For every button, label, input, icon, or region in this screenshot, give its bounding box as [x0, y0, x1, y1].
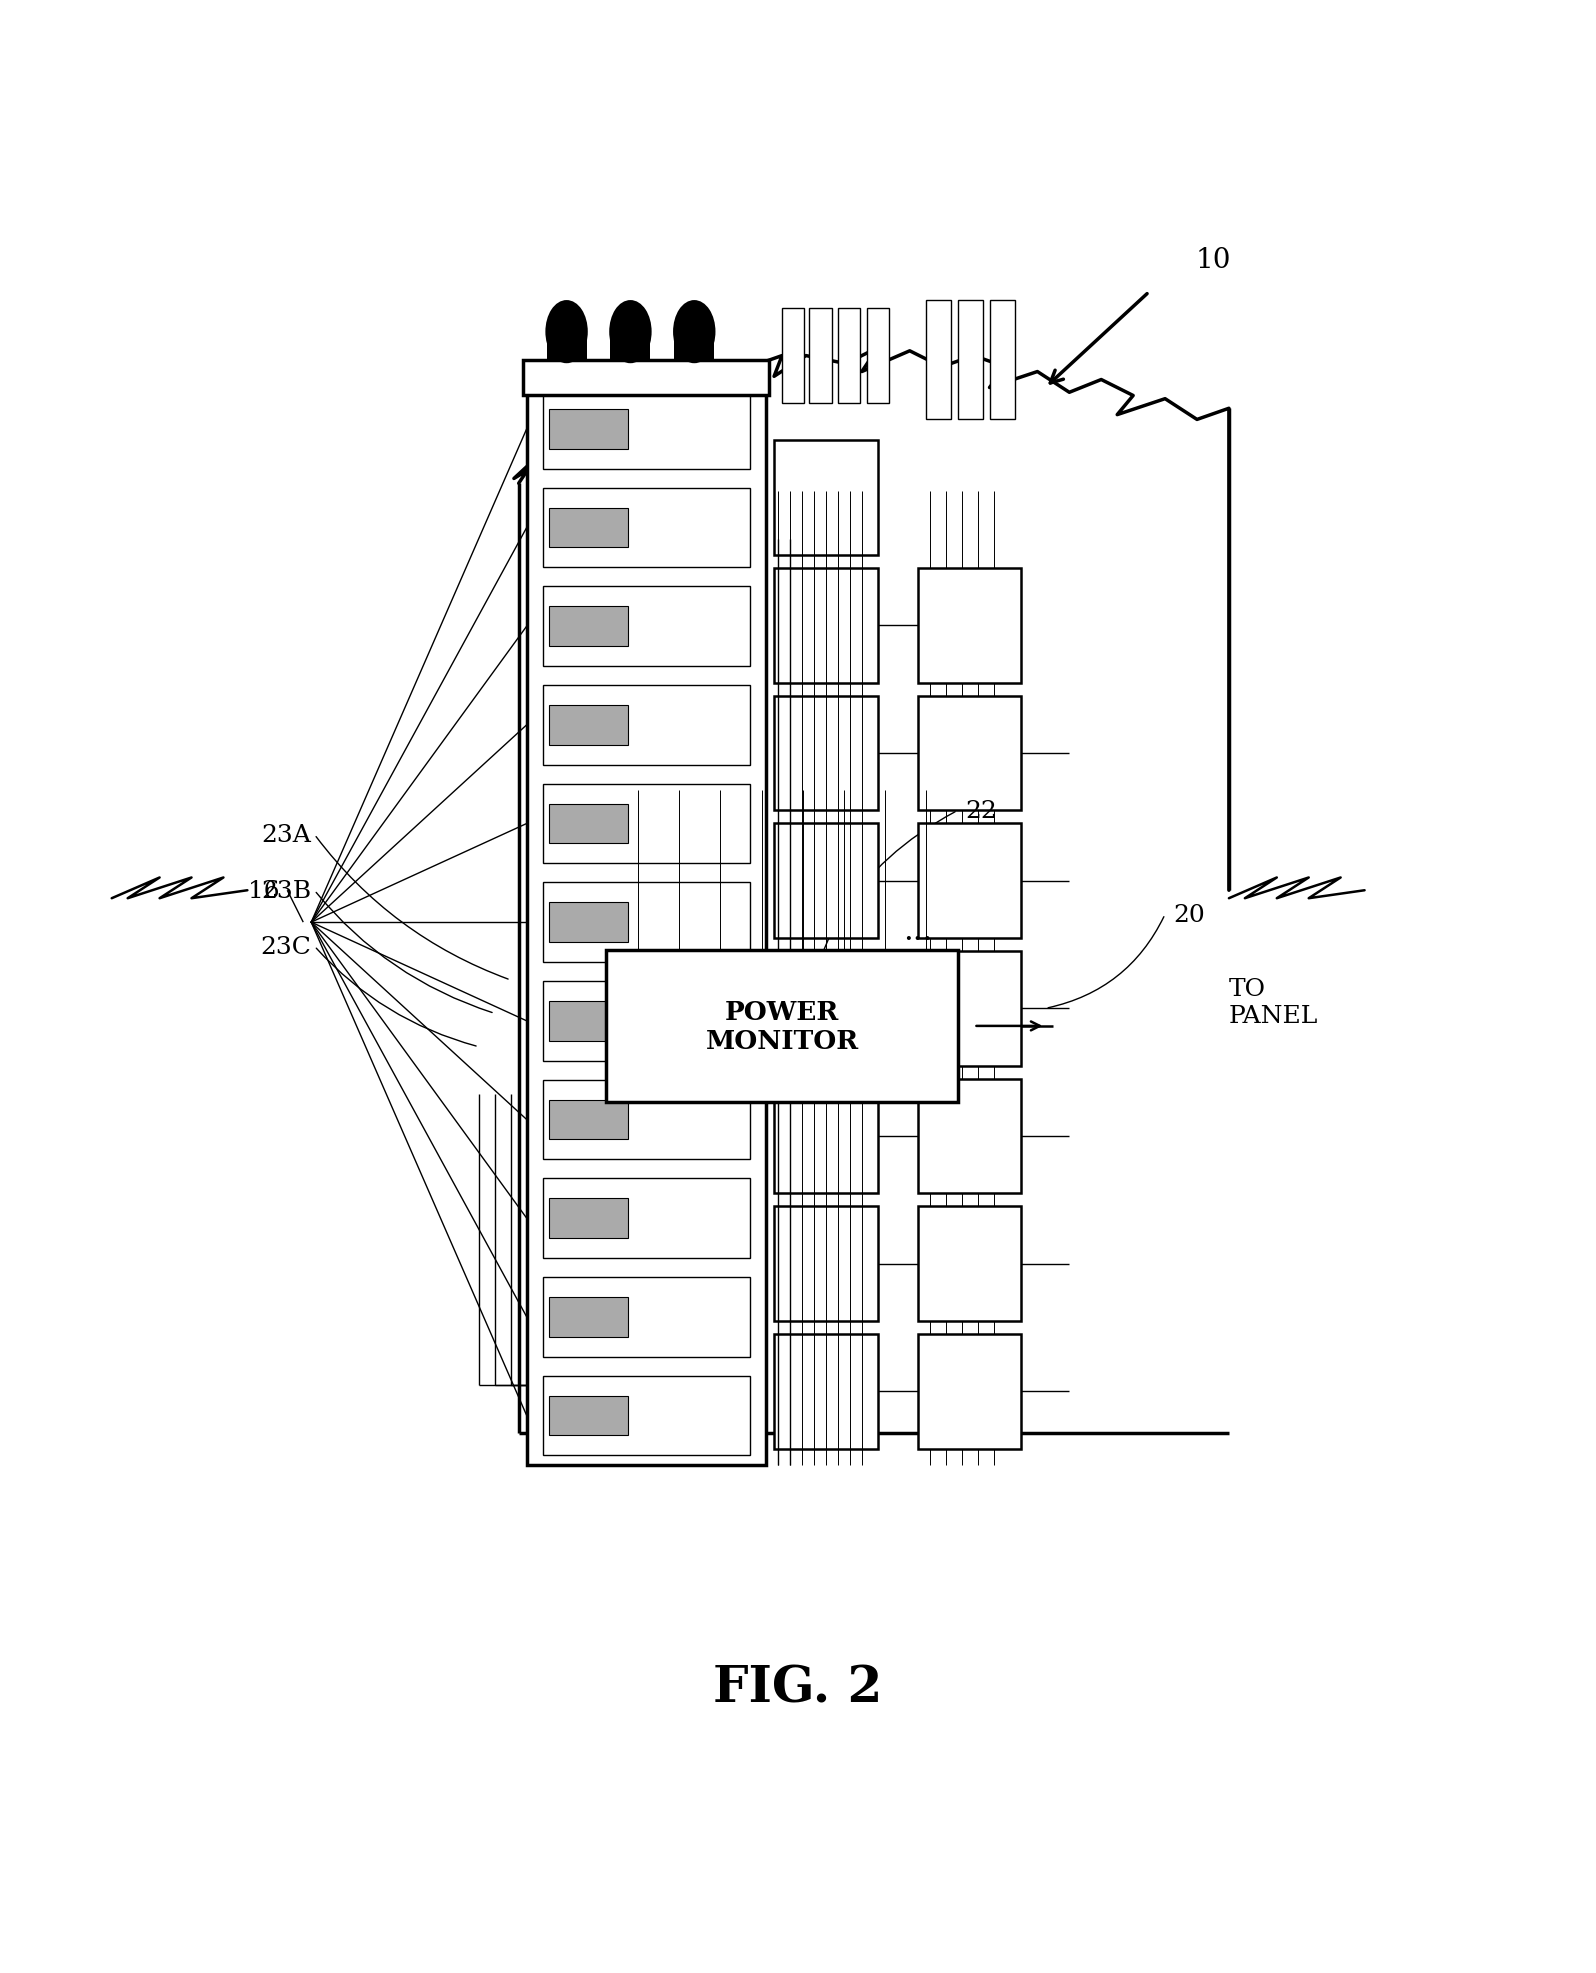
- Text: 23B: 23B: [262, 880, 311, 902]
- Bar: [549, 904, 627, 943]
- Bar: [918, 825, 1021, 939]
- Bar: [543, 983, 750, 1061]
- Bar: [543, 1178, 750, 1259]
- Text: 23A: 23A: [262, 823, 311, 846]
- Bar: [774, 825, 878, 939]
- Bar: [918, 696, 1021, 811]
- Bar: [549, 509, 627, 548]
- Bar: [918, 568, 1021, 683]
- Bar: [610, 333, 651, 363]
- Bar: [774, 696, 878, 811]
- Bar: [774, 1207, 878, 1322]
- Bar: [543, 588, 750, 667]
- Bar: [918, 1079, 1021, 1194]
- Bar: [918, 951, 1021, 1065]
- Bar: [543, 1079, 750, 1160]
- Text: POWER
MONITOR: POWER MONITOR: [705, 1000, 859, 1054]
- Bar: [774, 951, 878, 1065]
- Bar: [958, 300, 983, 420]
- Bar: [543, 1277, 750, 1357]
- Bar: [549, 1395, 627, 1436]
- Bar: [549, 706, 627, 746]
- Bar: [543, 1375, 750, 1456]
- Bar: [774, 440, 878, 556]
- Bar: [774, 1334, 878, 1448]
- Bar: [549, 805, 627, 844]
- Bar: [918, 1207, 1021, 1322]
- Bar: [782, 308, 804, 404]
- Bar: [867, 308, 889, 404]
- Bar: [918, 1334, 1021, 1448]
- Bar: [549, 1200, 627, 1239]
- Bar: [546, 333, 586, 363]
- Bar: [543, 391, 750, 470]
- Bar: [674, 333, 715, 363]
- Text: TO
PANEL: TO PANEL: [1229, 979, 1318, 1028]
- Text: 16: 16: [247, 880, 279, 902]
- Text: 20: 20: [1173, 904, 1205, 925]
- Text: 24: 24: [774, 1071, 806, 1093]
- Bar: [990, 300, 1015, 420]
- Ellipse shape: [610, 302, 651, 363]
- Bar: [527, 381, 766, 1466]
- Bar: [549, 1002, 627, 1042]
- Bar: [543, 489, 750, 568]
- Text: 23C: 23C: [260, 935, 311, 959]
- Bar: [523, 361, 769, 397]
- Bar: [926, 300, 951, 420]
- Bar: [549, 410, 627, 450]
- Bar: [606, 951, 958, 1103]
- Bar: [838, 308, 860, 404]
- Bar: [549, 1298, 627, 1338]
- Bar: [543, 687, 750, 766]
- Bar: [774, 1079, 878, 1194]
- Bar: [543, 785, 750, 864]
- Text: 10: 10: [1195, 247, 1231, 274]
- Ellipse shape: [546, 302, 587, 363]
- Bar: [549, 608, 627, 647]
- Bar: [543, 884, 750, 963]
- Text: 22: 22: [966, 799, 998, 823]
- Ellipse shape: [674, 302, 715, 363]
- Text: FIG. 2: FIG. 2: [713, 1663, 883, 1713]
- Bar: [549, 1101, 627, 1140]
- Bar: [774, 568, 878, 683]
- Text: ...: ...: [903, 915, 932, 947]
- Bar: [809, 308, 832, 404]
